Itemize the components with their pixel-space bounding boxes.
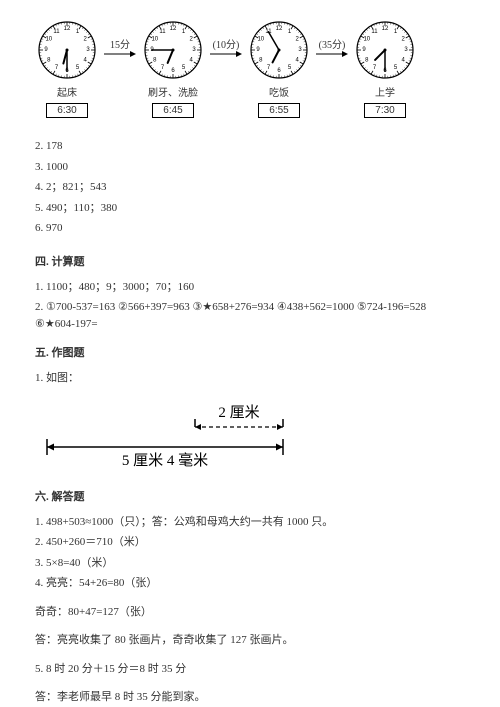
section4-line: 1. 1100；480；9；3000；70；160 <box>35 279 465 296</box>
section6-line: 3. 5×8=40（米） <box>35 555 465 572</box>
svg-text:10: 10 <box>45 37 52 43</box>
section5-body: 1. 如图： <box>35 370 465 387</box>
section6-line: 答：李老师最早 8 时 35 分能到家。 <box>35 689 465 706</box>
section4-line: 2. ①700-537=163 ②566+397=963 ③★658+276=9… <box>35 299 465 332</box>
section6-line: 1. 498+503≈1000（只）；答：公鸡和母鸡大约一共有 1000 只。 <box>35 514 465 531</box>
section6-line: 奇奇：80+47=127（张） <box>35 604 465 621</box>
clock-time-box: 6:45 <box>152 103 193 118</box>
svg-text:11: 11 <box>53 29 60 35</box>
clock-label: 上学 <box>375 84 395 99</box>
clock-1: 123456789101112 刷牙、洗脸 6:45 <box>141 18 205 118</box>
section6-line: 4. 亮亮：54+26=80（张） <box>35 575 465 592</box>
svg-text:10: 10 <box>151 37 158 43</box>
section6-line: 2. 450+260＝710（米） <box>35 534 465 551</box>
clock-label: 刷牙、洗脸 <box>148 84 198 99</box>
answer-line: 4. 2；821；543 <box>35 179 465 196</box>
arrow-1: (10分) <box>209 18 243 59</box>
answer-line: 6. 970 <box>35 220 465 237</box>
svg-text:12: 12 <box>276 26 283 32</box>
answer-line: 2. 178 <box>35 138 465 155</box>
spacer <box>35 653 465 661</box>
answer-line: 5. 490；110；380 <box>35 200 465 217</box>
spacer <box>35 681 465 689</box>
svg-text:10: 10 <box>363 37 370 43</box>
section6-title: 六. 解答题 <box>35 488 465 504</box>
ruler-diagram: 2 厘米 5 厘米 4 毫米 <box>35 397 465 470</box>
svg-text:2 厘米: 2 厘米 <box>218 404 259 421</box>
svg-text:12: 12 <box>64 26 71 32</box>
section5-line: 1. 如图： <box>35 370 465 387</box>
arrow-2: (35分) <box>315 18 349 59</box>
clock-time-box: 7:30 <box>364 103 405 118</box>
clock-time-box: 6:30 <box>46 103 87 118</box>
arrow-0: 15分 <box>103 18 137 59</box>
svg-text:11: 11 <box>159 29 166 35</box>
section4-title: 四. 计算题 <box>35 253 465 269</box>
clock-2: 123456789101112 吃饭 6:55 <box>247 18 311 118</box>
section6-line: 5. 8 时 20 分＋15 分＝8 时 35 分 <box>35 661 465 678</box>
section6-body: 1. 498+503≈1000（只）；答：公鸡和母鸡大约一共有 1000 只。 2… <box>35 514 465 706</box>
section6-line: 答：亮亮收集了 80 张画片，奇奇收集了 127 张画片。 <box>35 632 465 649</box>
section5-title: 五. 作图题 <box>35 344 465 360</box>
clock-3: 123456789101112 上学 7:30 <box>353 18 417 118</box>
section4-body: 1. 1100；480；9；3000；70；160 2. ①700-537=163… <box>35 279 465 333</box>
clock-label: 起床 <box>57 84 77 99</box>
clocks-diagram: 123456789101112 起床 6:30 15分 123456789101… <box>35 18 465 118</box>
answer-line: 3. 1000 <box>35 159 465 176</box>
svg-text:5 厘米 4 毫米: 5 厘米 4 毫米 <box>122 451 208 467</box>
answers-list: 2. 178 3. 1000 4. 2；821；543 5. 490；110；380 6… <box>35 138 465 237</box>
svg-text:10: 10 <box>257 37 264 43</box>
spacer <box>35 624 465 632</box>
svg-text:12: 12 <box>170 26 177 32</box>
svg-text:12: 12 <box>382 26 389 32</box>
svg-text:11: 11 <box>371 29 378 35</box>
clock-0: 123456789101112 起床 6:30 <box>35 18 99 118</box>
spacer <box>35 596 465 604</box>
clock-time-box: 6:55 <box>258 103 299 118</box>
clock-label: 吃饭 <box>269 84 289 99</box>
